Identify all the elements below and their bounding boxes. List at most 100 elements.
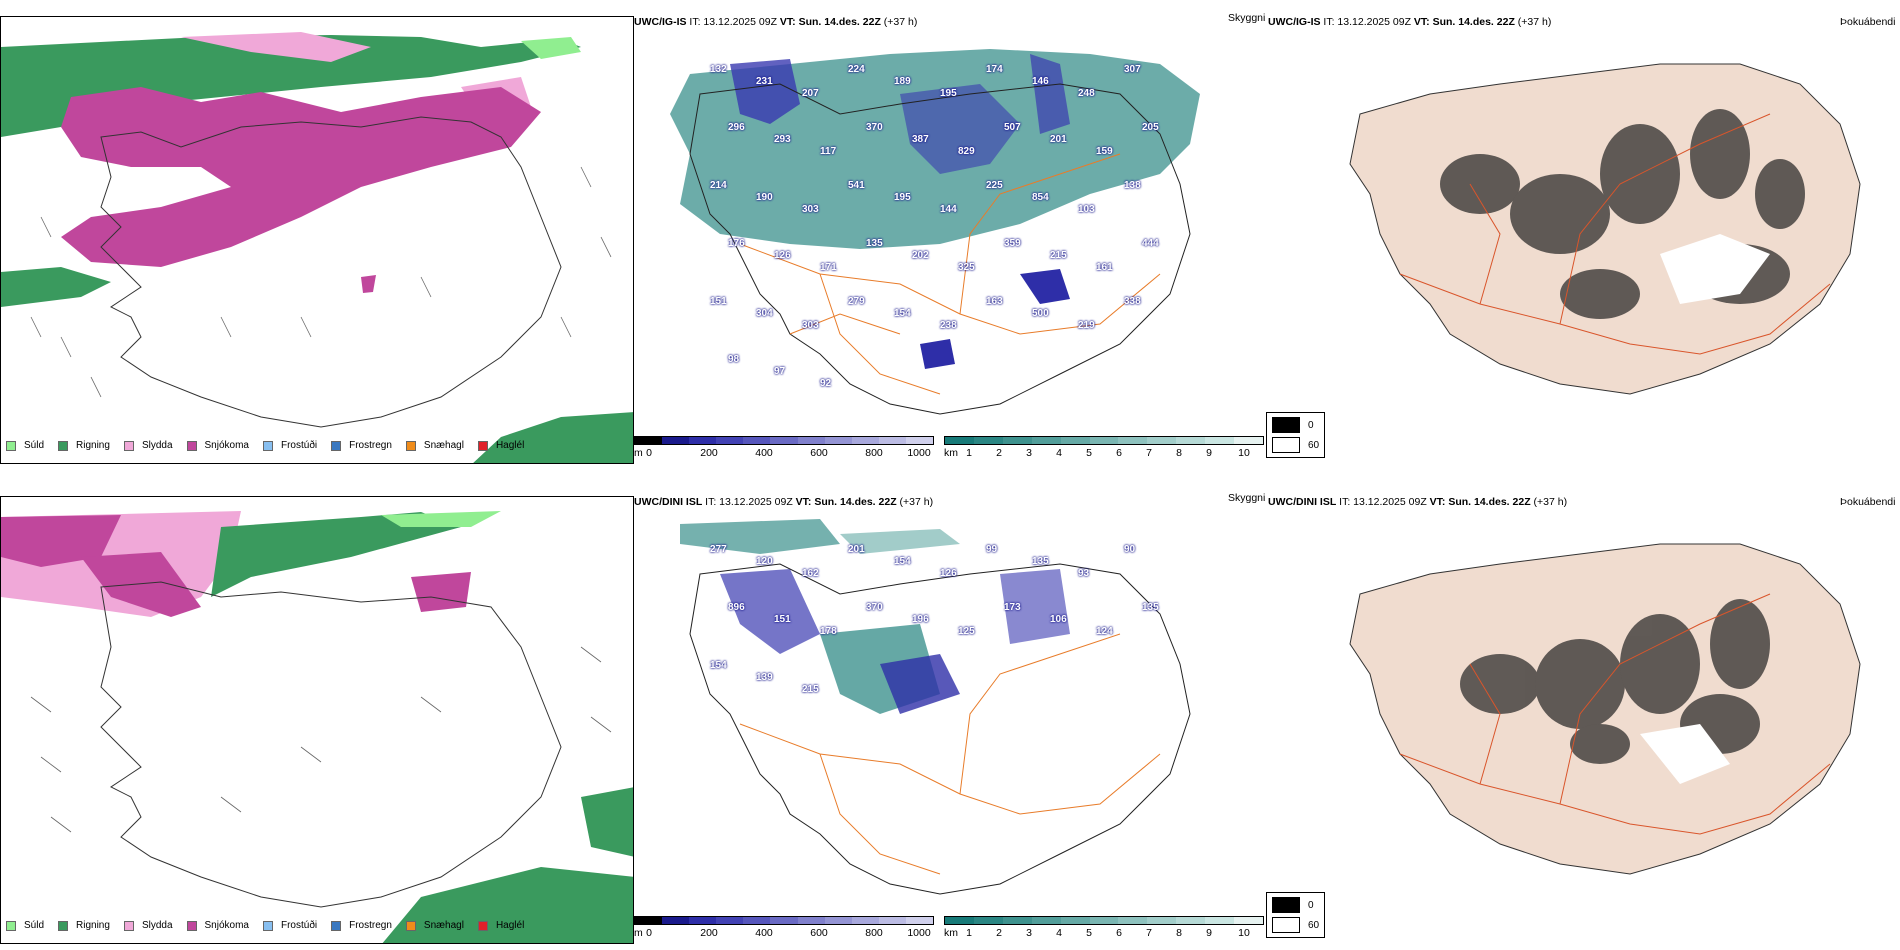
fog-map-svg-bottom <box>1349 543 1861 875</box>
visibility-colorbar-tick: 2 <box>996 927 1002 939</box>
height-colorbar-tick: 0 <box>646 447 652 459</box>
panel-header-fog-top: UWC/IG-IS IT: 13.12.2025 09Z VT: Sun. 14… <box>1268 16 1552 28</box>
low-cloud-area <box>1000 569 1070 644</box>
height-colorbar-tick: 1000 <box>907 927 931 939</box>
cloud-base-label: 135 <box>1142 602 1159 613</box>
cloud-base-label: 507 <box>1004 122 1021 133</box>
cloud-base-label: 219 <box>1078 320 1095 331</box>
height-colorbar-tick: 800 <box>865 927 883 939</box>
height-colorbar-tick: 600 <box>810 447 828 459</box>
low-cloud-area <box>720 569 820 654</box>
legend-item: Súld <box>6 440 44 451</box>
cloud-base-label: 500 <box>1032 308 1049 319</box>
legend-item: Rigning <box>58 440 110 451</box>
legend-swatch <box>186 440 197 451</box>
visibility-colorbar-tick: 10 <box>1238 927 1250 939</box>
fog-legend-swatch <box>1272 897 1300 913</box>
cloud-base-label: 124 <box>1096 626 1113 637</box>
low-visibility-area <box>680 519 840 554</box>
cloud-base-label: 178 <box>820 626 837 637</box>
legend-item: Frostregn <box>331 440 392 451</box>
fog-map-top <box>1300 34 1880 444</box>
cloud-base-label: 106 <box>1050 614 1067 625</box>
legend-item: Frostúði <box>262 440 317 451</box>
precip-type-map-svg-bottom <box>1 511 633 943</box>
cloud-base-label: 99 <box>986 544 998 555</box>
cloud-base-label: 444 <box>1142 238 1159 249</box>
rain-area <box>581 787 633 857</box>
cloud-base-label: 103 <box>1078 204 1095 215</box>
legend-swatch <box>262 920 273 931</box>
cloud-base-label: 154 <box>710 660 727 671</box>
sleet-area <box>181 32 371 62</box>
visibility-colorbar-tick: 9 <box>1206 447 1212 459</box>
cloud-base-label: 126 <box>940 568 957 579</box>
snow-area <box>81 552 201 617</box>
fog-map-bottom <box>1300 514 1880 924</box>
height-colorbar-unit: m <box>634 447 643 459</box>
cloud-base-label: 135 <box>866 238 883 249</box>
legend-swatch <box>186 920 197 931</box>
cloud-base-label: 277 <box>710 544 727 555</box>
cloud-base-label: 125 <box>958 626 975 637</box>
cloud-base-label: 146 <box>1032 76 1049 87</box>
cloud-base-label: 174 <box>986 64 1003 75</box>
cloud-base-label: 154 <box>894 308 911 319</box>
cloud-base-label: 196 <box>912 614 929 625</box>
legend-swatch <box>262 440 273 451</box>
legend-item: Slydda <box>123 920 173 931</box>
cloud-base-label: 370 <box>866 602 883 613</box>
legend-swatch <box>477 440 488 451</box>
cloud-base-label: 163 <box>986 296 1003 307</box>
legend-item: Snæhagl <box>405 920 464 931</box>
legend-swatch <box>331 920 342 931</box>
legend-swatch <box>6 440 16 451</box>
cloud-base-label: 93 <box>1078 568 1090 579</box>
fog-legend-label: 0 <box>1308 899 1314 911</box>
iceland-coastline <box>100 581 562 908</box>
legend-swatch <box>405 920 416 931</box>
visibility-colorbar-tick: 2 <box>996 447 1002 459</box>
cloud-base-label: 201 <box>848 544 865 555</box>
low-visibility-area <box>840 529 960 554</box>
panel-header-visibility-top: UWC/IG-IS IT: 13.12.2025 09Z VT: Sun. 14… <box>634 16 918 28</box>
visibility-colorbar-tick: 1 <box>966 447 972 459</box>
cloud-base-label: 97 <box>774 366 786 377</box>
visibility-colorbar-cells <box>944 436 1264 445</box>
roads <box>1399 113 1831 355</box>
fog-index-clear-area <box>1660 234 1770 304</box>
cloud-base-label: 139 <box>756 672 773 683</box>
legend-item: Snæhagl <box>405 440 464 451</box>
roads <box>739 633 1161 875</box>
cloud-base-labels-bottom: 277 120 162 201 154 126 99 135 93 90 896 151 178 370 1… <box>640 514 1240 914</box>
cloud-base-label: 151 <box>774 614 791 625</box>
visibility-colorbar-tick: 8 <box>1176 447 1182 459</box>
legend-swatch <box>405 440 416 451</box>
visibility-colorbar-tick: 7 <box>1146 447 1152 459</box>
fog-map-svg-top <box>1349 63 1861 395</box>
rain-area <box>211 512 461 597</box>
iceland-coastline <box>100 116 562 428</box>
rain-area <box>382 867 633 943</box>
cloud-base-label: 370 <box>866 122 883 133</box>
low-cloud-area <box>920 339 955 369</box>
height-colorbar-tick: 0 <box>646 927 652 939</box>
precip-type-map-bottom <box>0 496 634 944</box>
legend-item: Haglél <box>477 920 524 931</box>
cloud-base-label: 896 <box>728 602 745 613</box>
cloud-base-label: 98 <box>728 354 740 365</box>
cloud-base-label: 154 <box>894 556 911 567</box>
visibility-colorbar-tick: 4 <box>1056 927 1062 939</box>
cloud-base-label: 135 <box>1032 556 1049 567</box>
legend-item: Snjókoma <box>186 920 249 931</box>
visibility-colorbar-tick: 5 <box>1086 447 1092 459</box>
cloud-base-label: 162 <box>802 568 819 579</box>
panel-title-fog-top: Þokuábendi <box>1840 16 1896 28</box>
legend-item: Haglél <box>477 440 524 451</box>
height-colorbar-tick: 1000 <box>907 447 931 459</box>
legend-swatch <box>58 920 69 931</box>
panel-title-fog-bottom: Þokuábendi <box>1840 496 1896 508</box>
cloud-base-label: 161 <box>1096 262 1113 273</box>
wind-barbs <box>30 166 612 398</box>
cloud-base-label: 132 <box>710 64 727 75</box>
